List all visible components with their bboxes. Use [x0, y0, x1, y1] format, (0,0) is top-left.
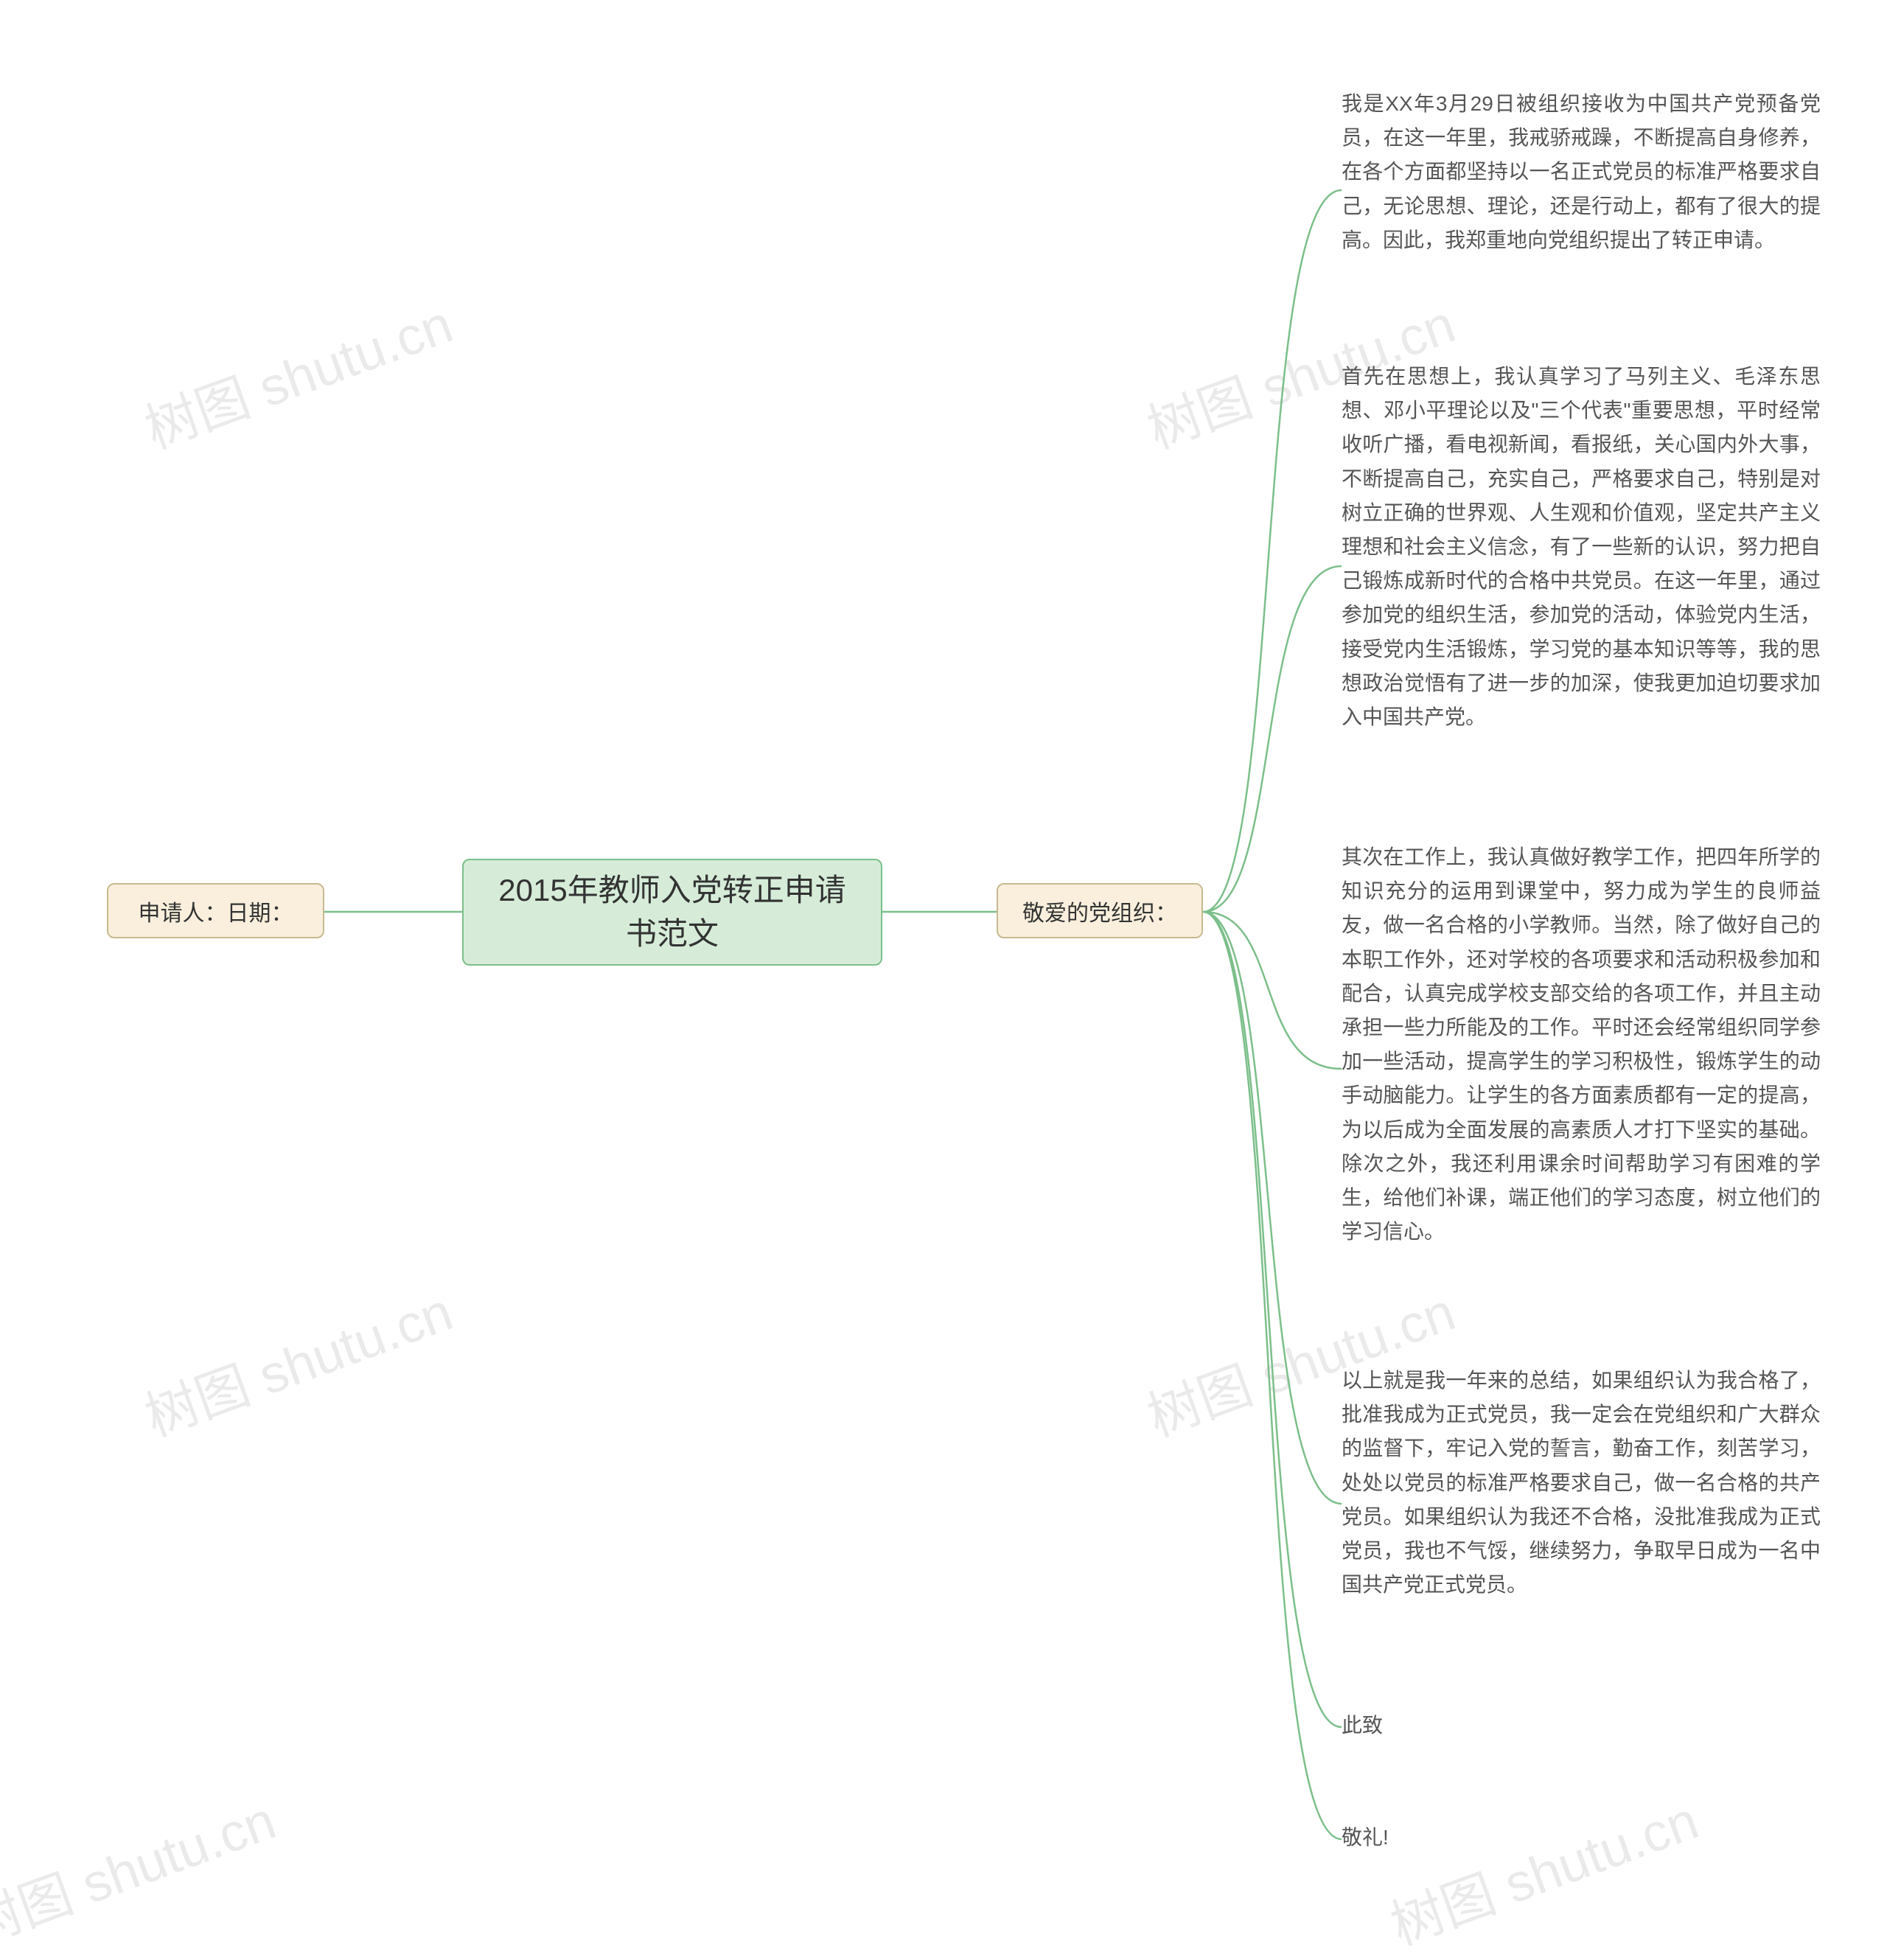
root-title: 2015年教师入党转正申请书范文: [493, 869, 851, 956]
watermark: 树图 shutu.cn: [1378, 1777, 1707, 1960]
watermark: 树图 shutu.cn: [133, 1269, 461, 1451]
leaf-paragraph[interactable]: 我是XX年3月29日被组织接收为中国共产党预备党员，在这一年里，我戒骄戒躁，不断…: [1342, 87, 1821, 257]
leaf-paragraph[interactable]: 其次在工作上，我认真做好教学工作，把四年所学的知识充分的运用到课堂中，努力成为学…: [1342, 840, 1821, 1249]
left-branch-node[interactable]: 申请人：日期：: [107, 883, 324, 938]
edge: [1203, 912, 1342, 1069]
leaf-paragraph[interactable]: 敬礼!: [1342, 1821, 1821, 1855]
right-label: 敬爱的党组织：: [1022, 895, 1177, 927]
left-label: 申请人：日期：: [139, 895, 293, 927]
mindmap-canvas: 树图 shutu.cn 树图 shutu.cn 树图 shutu.cn 树图 s…: [0, 0, 1887, 1901]
root-node[interactable]: 2015年教师入党转正申请书范文: [462, 859, 882, 966]
right-branch-node[interactable]: 敬爱的党组织：: [997, 883, 1203, 938]
edge: [1203, 912, 1342, 1839]
edge: [1203, 912, 1342, 1504]
watermark: 树图 shutu.cn: [133, 281, 461, 464]
leaf-paragraph[interactable]: 此致: [1342, 1709, 1821, 1743]
watermark: 树图 shutu.cn: [0, 1777, 285, 1960]
edge: [1203, 566, 1342, 912]
leaf-paragraph[interactable]: 首先在思想上，我认真学习了马列主义、毛泽东思想、邓小平理论以及"三个代表"重要思…: [1342, 360, 1821, 734]
leaf-paragraph[interactable]: 以上就是我一年来的总结，如果组织认为我合格了，批准我成为正式党员，我一定会在党组…: [1342, 1364, 1821, 1602]
edge: [1203, 912, 1342, 1727]
edge: [1203, 190, 1342, 912]
